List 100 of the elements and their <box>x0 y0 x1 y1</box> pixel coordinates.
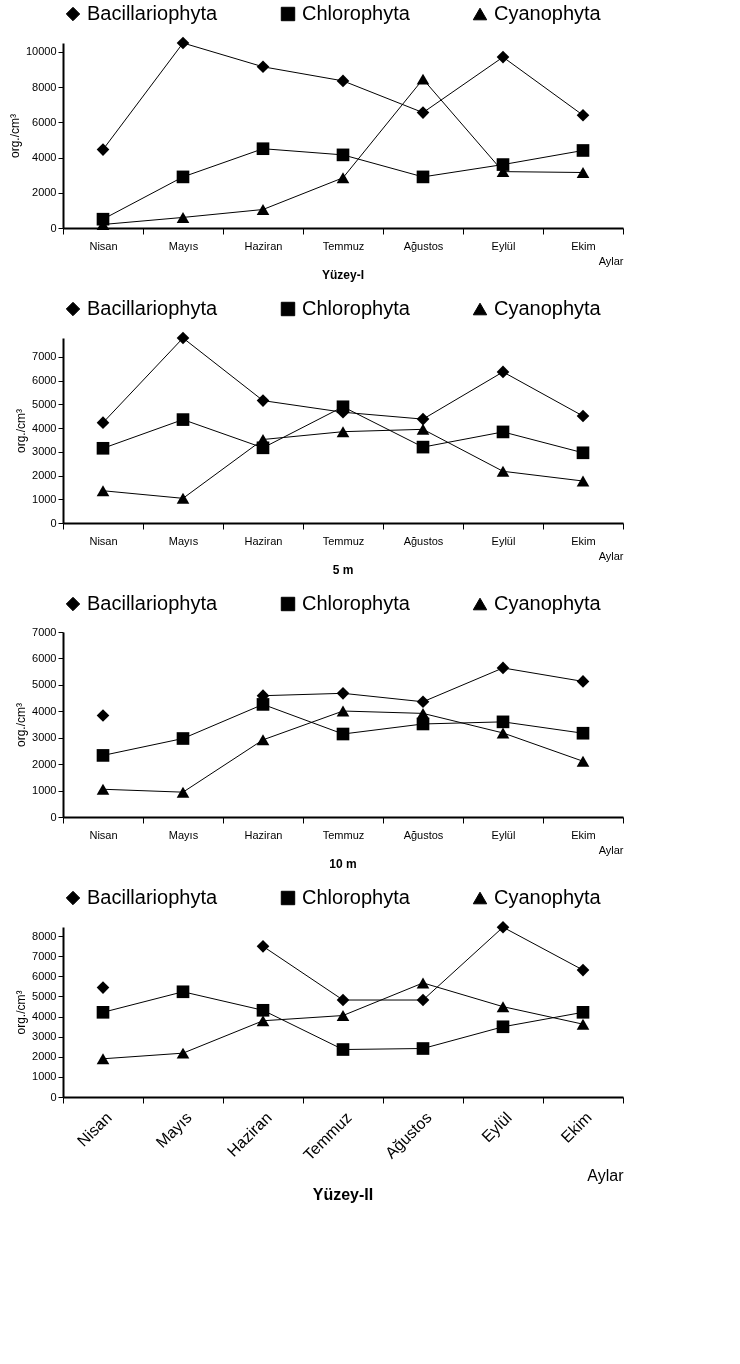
y-tick-label: 4000 <box>32 1010 57 1023</box>
x-tick-label: Mayıs <box>168 534 199 547</box>
y-tick-label: 4000 <box>32 151 57 164</box>
point <box>96 981 110 994</box>
y-tick-label: 8000 <box>32 80 57 93</box>
point <box>336 1010 350 1021</box>
x-tick-label: Temmuz <box>322 239 365 252</box>
point <box>336 148 350 162</box>
y-tick-label: 0 <box>50 221 57 234</box>
point <box>336 426 350 438</box>
point <box>96 143 110 156</box>
legend-label: Bacillariophyta <box>87 592 218 614</box>
point <box>576 475 590 487</box>
y-tick-label: 3000 <box>32 731 57 744</box>
point <box>416 440 430 454</box>
point <box>96 709 110 722</box>
x-tick-label: Haziran <box>244 828 283 841</box>
y-tick-label: 3000 <box>32 1030 57 1043</box>
legend-label: Cyanophyta <box>494 886 602 908</box>
x-axis-title: Aylar <box>598 843 624 856</box>
point <box>176 211 190 223</box>
y-tick-label: 2000 <box>32 1050 57 1063</box>
point <box>496 920 510 934</box>
point <box>416 170 430 184</box>
text: Yüzey-II <box>312 1186 374 1204</box>
legend-label: Chlorophyta <box>302 297 411 319</box>
point <box>336 172 350 184</box>
point <box>96 1005 110 1019</box>
point <box>256 734 270 746</box>
text: Yüzey-I <box>321 268 365 282</box>
y-tick-label: 6000 <box>32 115 57 128</box>
y-tick-label: 1000 <box>32 492 57 505</box>
point <box>496 715 510 729</box>
point <box>496 365 510 379</box>
x-axis-title: Aylar <box>598 549 624 562</box>
point <box>336 727 350 741</box>
point <box>576 675 590 688</box>
y-tick-label: 6000 <box>32 374 57 387</box>
x-tick-label: Nisan <box>89 534 118 547</box>
legend-label: Bacillariophyta <box>87 297 218 319</box>
point <box>416 695 430 709</box>
point <box>176 170 190 184</box>
y-tick-label: 7000 <box>32 625 57 638</box>
x-tick-label: Ekim <box>571 534 596 547</box>
point <box>96 212 110 226</box>
point <box>176 492 190 504</box>
point <box>496 425 510 439</box>
y-tick-label: 5000 <box>32 989 57 1002</box>
x-tick-label: Ekim <box>571 828 596 841</box>
y-tick-label: 2000 <box>32 186 57 199</box>
point <box>576 108 590 122</box>
y-tick-label: 0 <box>50 1090 57 1103</box>
y-axis-title: org./cm³ <box>14 408 29 454</box>
point <box>416 1042 430 1055</box>
point <box>176 1047 190 1059</box>
point <box>176 732 190 745</box>
legend-label: Bacillariophyta <box>87 886 218 908</box>
point <box>416 73 430 85</box>
point <box>496 661 510 675</box>
point <box>336 993 350 1007</box>
x-axis-title: Aylar <box>587 1166 625 1184</box>
point <box>336 686 350 700</box>
point <box>496 1020 510 1034</box>
point <box>96 441 110 455</box>
point <box>256 394 270 407</box>
y-tick-label: 7000 <box>32 949 57 962</box>
x-tick-label: Haziran <box>244 534 283 547</box>
x-tick-label: Haziran <box>244 239 283 252</box>
x-axis-title: Aylar <box>598 254 624 267</box>
y-tick-label: 3000 <box>32 445 57 458</box>
point <box>176 786 190 798</box>
point <box>256 1003 270 1017</box>
x-tick-label: Nisan <box>89 239 118 252</box>
point <box>176 413 190 426</box>
point <box>576 167 590 178</box>
y-tick-label: 6000 <box>32 969 57 982</box>
y-tick-label: 5000 <box>32 397 57 410</box>
point <box>496 158 510 171</box>
x-tick-label: Ağustos <box>403 534 444 547</box>
y-axis-title: org./cm³ <box>14 990 29 1035</box>
x-tick-label: Ağustos <box>403 828 444 841</box>
point <box>416 423 430 435</box>
point <box>256 60 270 74</box>
x-tick-label: Ağustos <box>403 239 444 252</box>
point <box>256 939 270 953</box>
point <box>176 36 190 50</box>
point <box>96 485 110 497</box>
point <box>416 106 430 119</box>
point <box>576 726 590 740</box>
point <box>496 50 510 64</box>
x-tick-label: Mayıs <box>168 239 199 252</box>
x-tick-label: Nisan <box>89 828 118 841</box>
legend-label: Chlorophyta <box>302 2 411 24</box>
y-tick-label: 7000 <box>32 350 57 363</box>
point <box>576 1005 590 1019</box>
point <box>336 74 350 88</box>
legend-label: Cyanophyta <box>494 297 602 319</box>
x-tick-label: Temmuz <box>322 828 365 841</box>
point <box>96 749 110 762</box>
point <box>496 1001 510 1013</box>
